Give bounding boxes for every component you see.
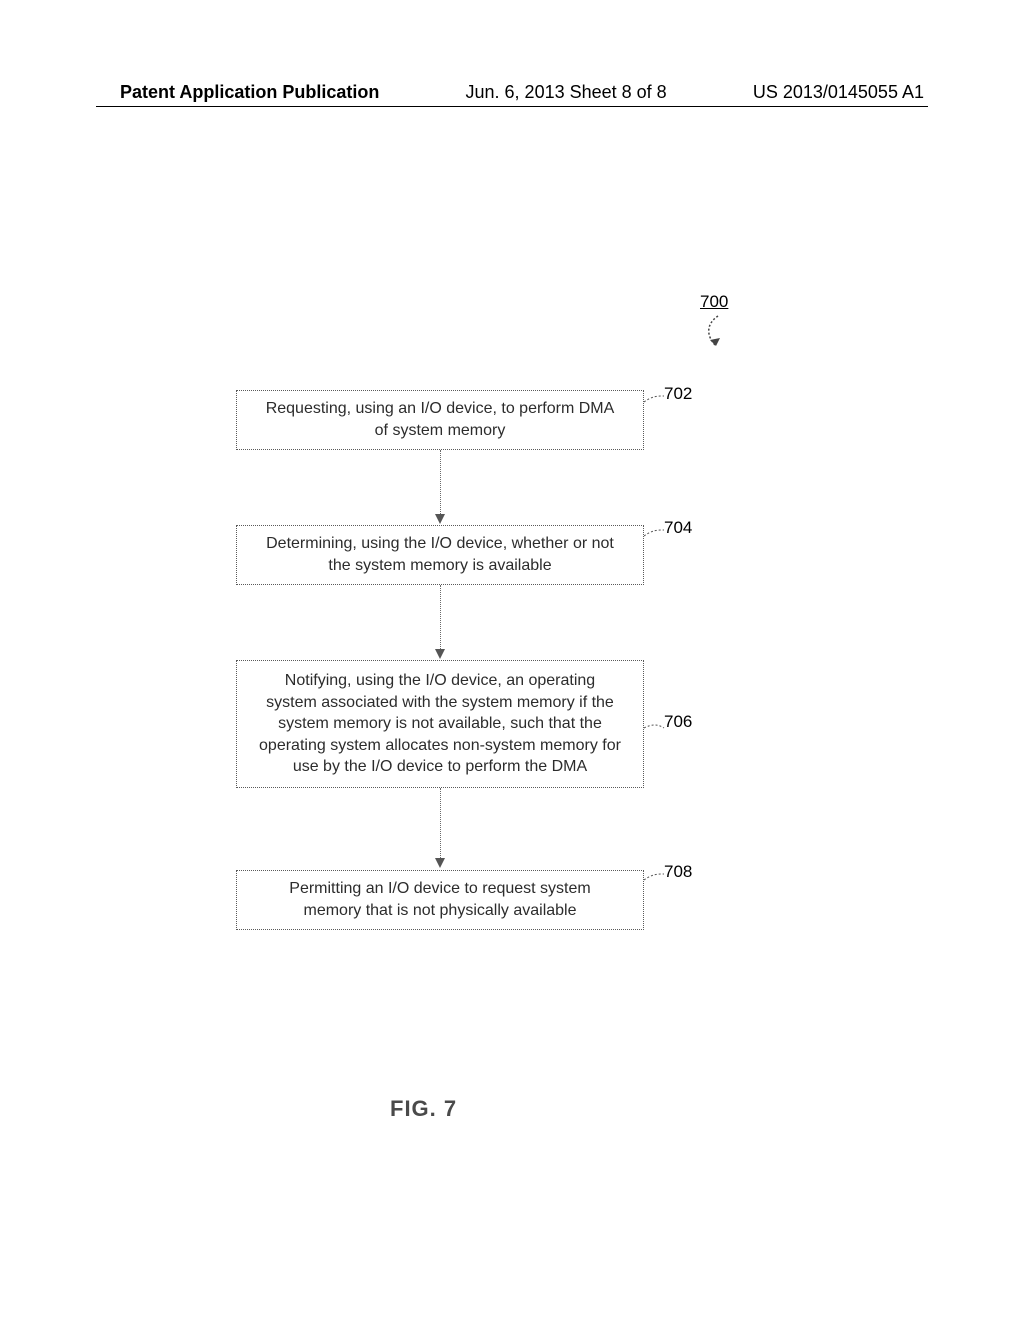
- flow-box-708-text: Permitting an I/O device to request syst…: [259, 878, 621, 921]
- ref-708-leader-icon: [644, 872, 668, 890]
- flow-box-706-text: Notifying, using the I/O device, an oper…: [259, 670, 621, 778]
- arrow-706-708-line: [440, 788, 441, 860]
- flow-box-702: Requesting, using an I/O device, to perf…: [236, 390, 644, 450]
- flow-box-702-text: Requesting, using an I/O device, to perf…: [259, 398, 621, 441]
- page-header: Patent Application Publication Jun. 6, 2…: [0, 82, 1024, 103]
- header-left: Patent Application Publication: [120, 82, 379, 103]
- header-center: Jun. 6, 2013 Sheet 8 of 8: [466, 82, 667, 103]
- ref-702-leader-icon: [644, 394, 668, 412]
- flow-box-708: Permitting an I/O device to request syst…: [236, 870, 644, 930]
- header-divider: [96, 106, 928, 107]
- ref-706-leader-icon: [644, 720, 668, 738]
- flow-box-704: Determining, using the I/O device, wheth…: [236, 525, 644, 585]
- ref-708-label: 708: [664, 862, 692, 882]
- flow-box-704-text: Determining, using the I/O device, wheth…: [259, 533, 621, 576]
- flow-box-706: Notifying, using the I/O device, an oper…: [236, 660, 644, 788]
- arrow-706-708-head-icon: [435, 858, 445, 868]
- arrow-702-704-line: [440, 450, 441, 516]
- ref-702-label: 702: [664, 384, 692, 404]
- arrow-704-706-head-icon: [435, 649, 445, 659]
- ref-700-label: 700: [700, 292, 728, 312]
- arrow-702-704-head-icon: [435, 514, 445, 524]
- ref-704-label: 704: [664, 518, 692, 538]
- ref-700-arrow-icon: [700, 314, 736, 358]
- header-right: US 2013/0145055 A1: [753, 82, 924, 103]
- ref-704-leader-icon: [644, 528, 668, 546]
- figure-caption: FIG. 7: [390, 1096, 457, 1122]
- ref-706-label: 706: [664, 712, 692, 732]
- arrow-704-706-line: [440, 585, 441, 651]
